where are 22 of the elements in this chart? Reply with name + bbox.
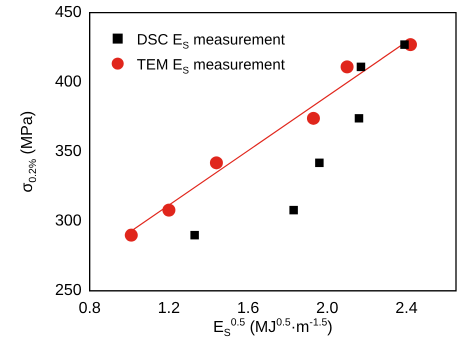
x-tick-label: 2.4	[395, 300, 418, 317]
y-tick-label: 400	[54, 74, 82, 91]
point	[400, 40, 409, 49]
y-tick-label: 350	[54, 143, 82, 160]
point	[289, 206, 298, 214]
y-axis-title: σ0.2% (MPa)	[19, 110, 39, 192]
point	[306, 112, 320, 125]
x-tick-label: 1.6	[236, 300, 260, 317]
point	[162, 204, 176, 217]
y-tick-label: 450	[54, 4, 82, 22]
x-tick-label: 0.8	[78, 300, 101, 317]
y-tick-label: 250	[54, 282, 82, 300]
x-tick-label: 2.0	[316, 300, 339, 317]
x-tick-label: 1.2	[158, 300, 180, 317]
point	[315, 158, 324, 168]
point	[210, 156, 223, 170]
point	[354, 114, 364, 123]
point	[340, 60, 354, 74]
point	[190, 230, 199, 240]
point	[356, 62, 366, 72]
y-tick-label: 300	[54, 212, 82, 230]
point	[124, 228, 138, 242]
